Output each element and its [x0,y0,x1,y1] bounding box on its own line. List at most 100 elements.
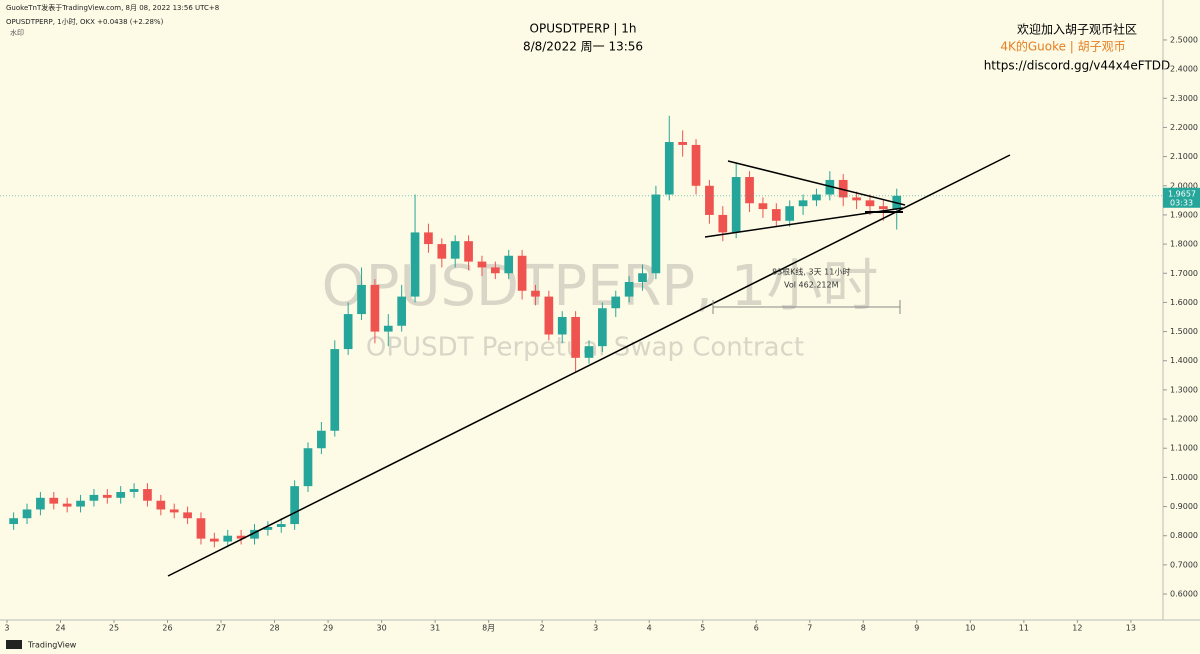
y-tick-label: 1.8000 [1170,240,1198,249]
x-tick-label: 3 [593,624,598,633]
y-tick-label: 1.3000 [1170,385,1198,394]
y-tick-label: 1.6000 [1170,298,1198,307]
x-tick-label: 24 [55,624,65,633]
candle-body [49,497,59,504]
sub-line: 水印 [10,28,24,37]
candle-body [477,261,487,268]
y-tick-label: 2.0000 [1170,181,1198,190]
candle-body [343,314,353,350]
candle-body [89,494,99,501]
candle-body [571,316,580,358]
candle-body [825,179,835,195]
y-tick-label: 1.0000 [1170,473,1198,482]
x-tick-label: 29 [323,624,333,633]
candle-body [624,282,634,297]
candle-body [691,144,701,186]
x-tick-label: 13 [1126,624,1136,633]
y-tick-label: 0.6000 [1170,590,1198,599]
source: GuokeTnT发表于TradingView.com, 8月 08, 2022 … [6,3,219,12]
candle-body [852,197,861,201]
candle-body [705,185,714,215]
y-tick-label: 1.4000 [1170,356,1198,365]
candle-body [9,518,18,525]
y-tick-label: 0.8000 [1170,531,1198,540]
y-tick-label: 2.5000 [1170,35,1198,44]
candle-body [22,509,32,519]
candle-body [758,203,768,210]
candle-body [812,194,821,201]
overlay-title: OPUSDTPERP | 1h [530,22,637,36]
candle-body [250,529,259,539]
candle-body [450,241,460,259]
x-tick-label: 25 [109,624,119,633]
y-tick-label: 1.2000 [1170,415,1198,424]
candle-body [263,526,273,530]
candle-body [544,296,554,335]
y-tick-label: 2.2000 [1170,123,1198,132]
x-tick-label: 5 [700,624,705,633]
candle-body [116,491,126,498]
symbol-line: OPUSDTPERP, 1小时, OKX +0.0438 (+2.28%) [6,17,164,26]
author: 4K的Guoke | 胡子观币 [1000,39,1125,54]
candle-body [102,494,112,498]
y-tick-label: 0.7000 [1170,560,1198,569]
candle-body [62,503,72,507]
candle-body [370,284,380,332]
candle-body [169,509,179,513]
countdown: 03:33 [1170,198,1193,207]
trendline [167,154,1011,577]
trendline [727,160,906,206]
x-tick-label: 4 [647,624,652,633]
candle-body [143,489,152,501]
candle-body [651,194,661,274]
x-tick-label: 10 [965,624,975,633]
y-tick-label: 1.1000 [1170,444,1198,453]
candle-body [303,448,313,487]
candle-body [424,232,433,245]
y-tick-label: 1.7000 [1170,269,1198,278]
x-tick-label: 12 [1072,624,1082,633]
x-tick-label: 6 [754,624,759,633]
candle-body [36,497,45,510]
candle-body [718,214,728,233]
candle-body [490,267,500,274]
candle-body [410,232,420,297]
x-tick-label: 7 [807,624,812,633]
candle-body [731,177,741,233]
candle-body [76,500,85,507]
candle-body [357,284,366,315]
x-tick-label: 9 [914,624,919,633]
candle-body [183,512,192,519]
footer: TradingView [27,641,77,650]
candle-body [638,273,647,283]
overlay-date: 8/8/2022 周一 13:56 [523,40,643,54]
y-tick-label: 1.9000 [1170,210,1198,219]
candle-body [276,524,286,527]
candle-body [236,535,246,539]
y-tick-label: 1.5000 [1170,327,1198,336]
y-tick-label: 2.1000 [1170,152,1198,161]
x-tick-label: 2 [540,624,545,633]
candle-body [290,486,299,525]
measure-vol: Vol 462.212M [784,281,839,290]
candle-body [865,200,875,207]
x-tick-label: 26 [162,624,172,633]
x-tick-label: 28 [269,624,279,633]
candle-body [879,206,888,210]
candle-body [156,500,166,510]
candle-body [196,518,206,539]
plot [0,115,1163,548]
x-tick-label: 8 [861,624,866,633]
x-tick-label: 30 [377,624,387,633]
candle-body [464,241,473,262]
candle-body [611,296,621,309]
x-tick-label: 3 [4,624,9,633]
candle-body [678,142,688,145]
candle-body [383,325,393,332]
x-tick-label: 11 [1019,624,1029,633]
candle-body [838,179,848,198]
candle-body [664,142,674,195]
candle-body [785,206,795,221]
y-tick-label: 2.4000 [1170,65,1198,74]
